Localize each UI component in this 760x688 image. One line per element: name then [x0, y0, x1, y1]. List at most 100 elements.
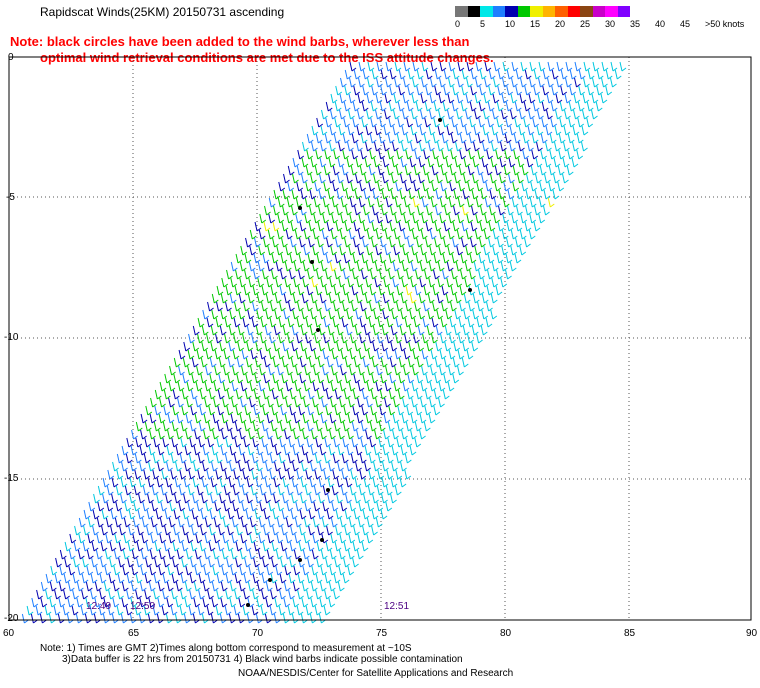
wind-barb — [26, 605, 34, 616]
wind-barb — [130, 461, 137, 472]
wind-barb — [205, 349, 213, 360]
wind-barb — [537, 93, 545, 104]
wind-barb — [414, 149, 422, 160]
wind-barb — [275, 261, 283, 272]
wind-barb — [443, 357, 451, 368]
wind-barb — [390, 477, 398, 488]
wind-barb — [346, 445, 354, 456]
wind-barb — [370, 253, 378, 264]
wind-barb — [323, 165, 331, 176]
wind-barb — [277, 501, 285, 512]
wind-barb — [358, 213, 366, 224]
wind-barb — [288, 421, 296, 432]
wind-barb — [445, 157, 453, 168]
wind-barb — [84, 613, 92, 624]
wind-barb — [338, 261, 346, 272]
wind-barb — [314, 605, 322, 616]
wind-barb — [346, 157, 354, 168]
wind-barb — [274, 597, 282, 608]
wind-barb — [203, 413, 211, 424]
wind-barb — [306, 301, 313, 312]
wind-barb — [290, 357, 298, 368]
wind-barb — [300, 613, 308, 624]
wind-barb — [429, 109, 436, 120]
wind-barb — [404, 453, 412, 464]
wind-barb — [342, 301, 349, 312]
wind-barb — [437, 261, 445, 272]
wind-barb — [447, 229, 455, 240]
wind-barb — [371, 85, 379, 96]
wind-barb — [242, 605, 250, 616]
wind-barb — [291, 613, 299, 624]
wind-barb — [299, 373, 307, 384]
wind-barb — [247, 293, 255, 304]
wind-barb — [414, 437, 422, 448]
wind-barb — [270, 285, 278, 296]
wind-barb — [505, 253, 513, 264]
wind-barb — [486, 285, 494, 296]
wind-barb — [150, 397, 157, 408]
wind-barb — [470, 221, 478, 232]
wind-barb — [282, 189, 290, 200]
wind-barb — [377, 453, 385, 464]
wind-barb — [356, 429, 363, 440]
wind-barb — [348, 533, 356, 544]
wind-barb — [331, 485, 339, 496]
wind-barb — [264, 613, 272, 624]
wind-barb — [389, 85, 397, 96]
wind-barb — [215, 605, 223, 616]
wind-barb — [410, 125, 418, 136]
wind-barb — [92, 509, 100, 520]
wind-barb — [367, 213, 375, 224]
wind-barb — [437, 277, 445, 288]
wind-barb — [447, 245, 455, 256]
wind-barb — [577, 117, 585, 128]
wind-barb — [528, 93, 536, 104]
wind-barb — [192, 341, 200, 352]
wind-barb — [188, 453, 196, 464]
wind-barb — [346, 173, 353, 184]
wind-barb — [211, 445, 219, 456]
wind-barb — [390, 325, 398, 336]
wind-barb — [314, 317, 322, 328]
wind-barb — [587, 85, 595, 96]
wind-barb — [387, 437, 395, 448]
wind-barb — [560, 85, 568, 96]
wind-barb — [109, 541, 117, 552]
wind-barb — [184, 597, 192, 608]
wind-barb — [309, 325, 317, 336]
wind-barb — [143, 453, 151, 464]
wind-barb — [535, 157, 543, 168]
wind-barb — [465, 245, 473, 256]
wind-barb — [353, 237, 360, 248]
wind-barb — [362, 373, 370, 384]
wind-barb — [376, 485, 384, 496]
wind-barb — [198, 437, 206, 448]
wind-barb — [95, 549, 103, 560]
wind-barb — [248, 277, 256, 288]
wind-barb — [536, 125, 544, 136]
wind-barb — [490, 157, 498, 168]
wind-barb — [331, 349, 339, 360]
wind-barb — [260, 453, 268, 464]
wind-barb — [369, 149, 377, 160]
wind-barb — [545, 141, 552, 152]
wind-barb — [302, 429, 309, 440]
wind-barb — [323, 469, 331, 480]
wind-barb — [346, 309, 354, 320]
wind-barb — [571, 157, 579, 168]
wind-barb — [189, 421, 197, 432]
wind-barb — [193, 597, 201, 608]
wind-barb — [449, 333, 456, 344]
wind-barb — [586, 117, 594, 128]
wind-barb — [329, 277, 337, 288]
wind-barb — [449, 317, 457, 328]
wind-barb — [392, 141, 399, 152]
wind-barb — [57, 613, 65, 624]
wind-barb — [381, 205, 388, 216]
wind-barb — [110, 525, 117, 536]
wind-barb — [204, 533, 212, 544]
wind-barb — [199, 557, 206, 568]
wind-barb — [447, 109, 454, 120]
wind-barb — [226, 405, 234, 416]
